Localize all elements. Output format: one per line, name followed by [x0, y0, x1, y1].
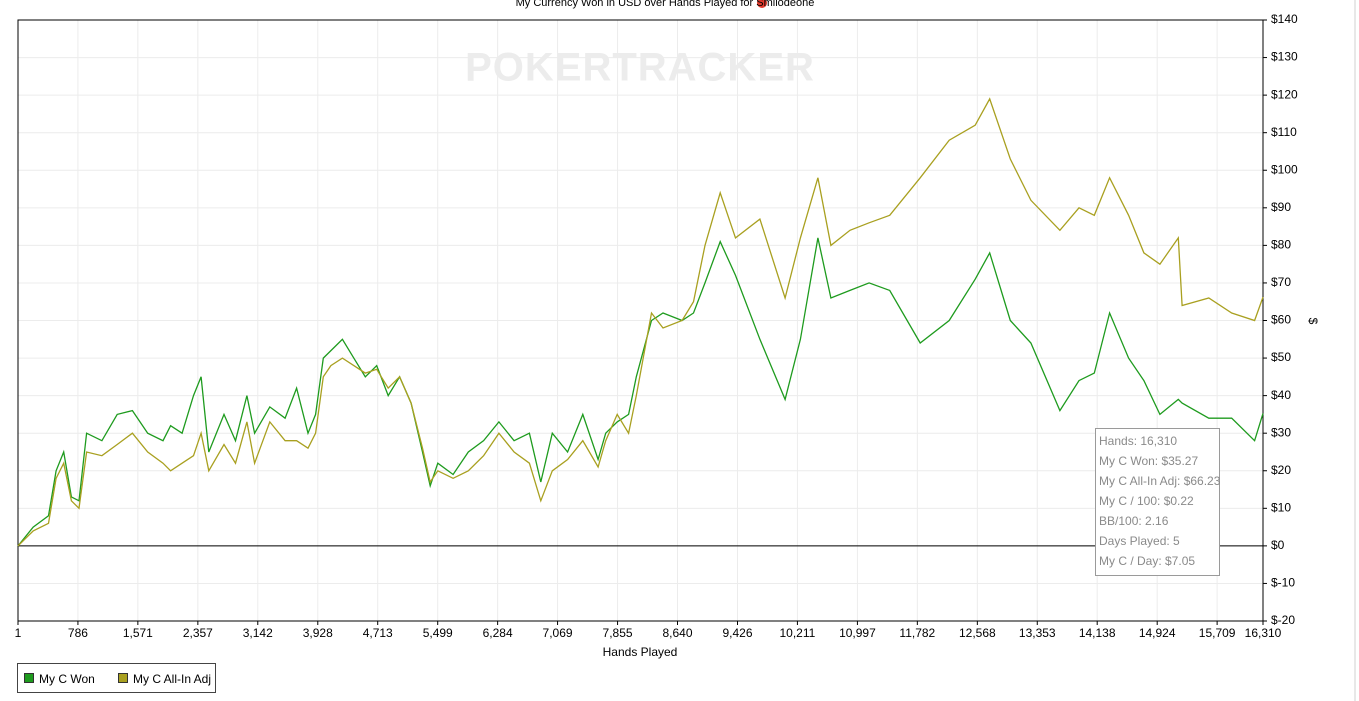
tooltip-line: BB/100: 2.16 — [1099, 514, 1169, 528]
y-tick-label: $20 — [1271, 463, 1291, 477]
x-tick-label: 3,142 — [243, 626, 273, 640]
legend-label: My C All-In Adj — [133, 672, 212, 686]
tooltip-line: Days Played: 5 — [1099, 534, 1180, 548]
x-tick-label: 13,353 — [1019, 626, 1056, 640]
x-tick-label: 10,211 — [780, 626, 816, 640]
x-tick-label: 9,426 — [722, 626, 752, 640]
x-tick-label: 15,709 — [1199, 626, 1236, 640]
x-tick-label: 7,069 — [543, 626, 573, 640]
watermark: POKERTRACKER — [465, 46, 815, 90]
x-tick-label: 1 — [15, 626, 22, 640]
tooltip-line: My C Won: $35.27 — [1099, 454, 1199, 468]
y-tick-label: $40 — [1271, 388, 1291, 402]
plot-frame — [17, 19, 1264, 622]
y-tick-label: $140 — [1271, 12, 1298, 26]
y-tick-label: $80 — [1271, 238, 1291, 252]
x-tick-label: 4,713 — [363, 626, 393, 640]
tooltip-line: My C / 100: $0.22 — [1099, 494, 1194, 508]
series-line — [17, 237, 1264, 547]
legend: My C Won My C All-In Adj — [17, 663, 216, 693]
player-icon — [757, 0, 767, 8]
x-tick-label: 1,571 — [123, 626, 153, 640]
x-tick-label: 3,928 — [303, 626, 333, 640]
y-tick-label: $130 — [1271, 50, 1298, 64]
y-tick-label: $-20 — [1271, 613, 1295, 627]
tooltip-line: My C All-In Adj: $66.23 — [1099, 474, 1221, 488]
series-line — [17, 97, 1264, 547]
y-tick-label: $50 — [1271, 350, 1291, 364]
x-tick-label: 10,997 — [839, 626, 876, 640]
legend-swatch — [118, 673, 128, 683]
x-tick-label: 6,284 — [483, 626, 513, 640]
y-tick-label: $90 — [1271, 200, 1291, 214]
legend-item: My C Won — [24, 672, 95, 686]
x-tick-label: 14,138 — [1079, 626, 1116, 640]
y-tick-label: $10 — [1271, 500, 1291, 514]
y-tick-label: $30 — [1271, 425, 1291, 439]
legend-item: My C All-In Adj — [118, 672, 211, 686]
legend-swatch — [24, 673, 34, 683]
y-axis-label: $ — [1306, 318, 1320, 325]
x-tick-label: 5,499 — [423, 626, 453, 640]
tooltip: Hands: 16,310 My C Won: $35.27 My C All-In… — [1095, 428, 1220, 576]
chart-title: My Currency Won in USD over Hands Played… — [516, 0, 815, 9]
y-tick-label: $60 — [1271, 313, 1291, 327]
x-tick-label: 14,924 — [1139, 626, 1176, 640]
y-tick-label: $120 — [1271, 87, 1298, 101]
tooltip-line: Hands: 16,310 — [1099, 434, 1178, 448]
x-tick-label: 7,855 — [603, 626, 633, 640]
y-tick-label: $110 — [1271, 125, 1297, 139]
legend-label: My C Won — [39, 672, 95, 686]
y-tick-label: $-10 — [1271, 576, 1295, 590]
x-tick-label: 12,568 — [959, 626, 996, 640]
x-axis-label: Hands Played — [603, 645, 678, 659]
x-tick-label: 2,357 — [183, 626, 213, 640]
x-tick-label: 786 — [68, 626, 88, 640]
y-tick-label: $0 — [1271, 538, 1285, 552]
x-tick-label: 11,782 — [899, 626, 935, 640]
x-tick-label: 16,310 — [1245, 626, 1282, 640]
y-tick-label: $70 — [1271, 275, 1291, 289]
grid — [17, 19, 1264, 622]
x-tick-label: 8,640 — [662, 626, 692, 640]
tooltip-line: My C / Day: $7.05 — [1099, 554, 1196, 568]
y-tick-label: $100 — [1271, 162, 1298, 176]
